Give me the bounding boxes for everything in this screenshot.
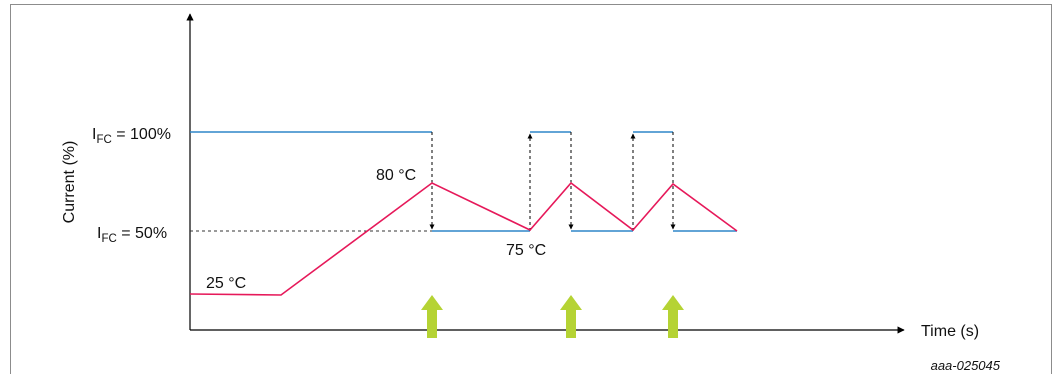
event-arrow-2 — [560, 295, 582, 338]
figure-id: aaa-025045 — [931, 358, 1001, 373]
temperature-trace — [189, 181, 738, 296]
level-high-label: IFC = 100% — [92, 126, 171, 146]
temp-valley-label: 75 °C — [506, 242, 546, 259]
event-arrow-3 — [662, 295, 684, 338]
event-arrow-1 — [421, 295, 443, 338]
temp-start-label: 25 °C — [206, 275, 246, 292]
x-axis-title: Time (s) — [921, 323, 979, 340]
y-axis-title: Current (%) — [61, 141, 78, 224]
diagram-frame — [10, 4, 1052, 374]
level-low-label: IFC = 50% — [97, 225, 167, 245]
temp-peak-label: 80 °C — [376, 167, 416, 184]
